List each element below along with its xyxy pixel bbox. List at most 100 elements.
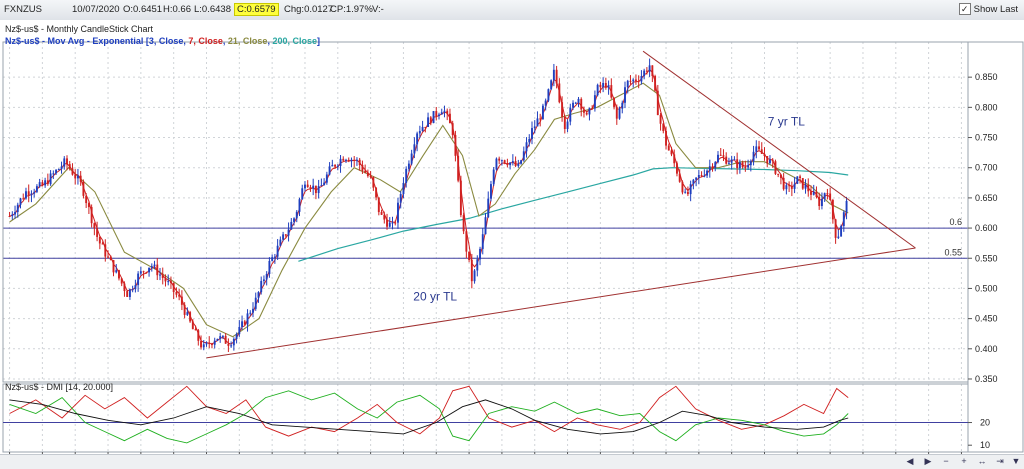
candle-body (11, 214, 14, 217)
candle-body (295, 211, 298, 219)
candle-body (405, 168, 408, 183)
legend-suffix: ] (317, 36, 320, 46)
candle-body (90, 207, 93, 224)
candle-body (681, 181, 684, 193)
candle-body (574, 102, 577, 104)
candle-body (626, 80, 629, 88)
candle-body (71, 168, 74, 175)
legend-separator: , (267, 36, 272, 46)
candle-body (342, 158, 345, 161)
candle-body (566, 121, 569, 129)
candle-body (241, 321, 244, 327)
candle-body (309, 187, 312, 189)
candle-body (60, 166, 63, 170)
candle-body (429, 117, 432, 124)
candle-body (544, 100, 547, 106)
zoom-out-icon[interactable]: − (943, 456, 949, 466)
candle-body (815, 191, 818, 197)
candle-body (697, 175, 700, 178)
candle-body (418, 130, 421, 134)
level-label: 0.6 (949, 217, 962, 227)
candle-body (383, 214, 386, 220)
show-last-toggle[interactable]: ✓ Show Last (958, 3, 1018, 15)
candle-body (462, 215, 465, 232)
candle-body (183, 304, 186, 315)
y-tick-label: 0.350 (975, 374, 998, 384)
candle-body (656, 90, 659, 116)
candle-body (662, 123, 665, 132)
candle-body (465, 231, 468, 252)
candle-body (399, 194, 402, 203)
candle-body (304, 184, 306, 189)
candle-body (254, 297, 257, 309)
candle-body (328, 166, 331, 175)
candle-body (583, 109, 585, 113)
candle-body (235, 334, 238, 339)
candle-body (191, 321, 194, 330)
candle-body (221, 335, 224, 337)
candle-body (397, 202, 399, 223)
candle-body (580, 98, 583, 110)
candle-body (645, 70, 648, 72)
price-axis-frame (967, 41, 1024, 453)
candle-body (279, 239, 282, 246)
candle-body (55, 169, 58, 174)
candle-body (607, 85, 610, 88)
zoom-in-icon[interactable]: + (961, 456, 967, 466)
candle-body (252, 308, 254, 313)
candle-body (448, 113, 451, 124)
scroll-end-icon[interactable]: ⇥ (996, 456, 1004, 466)
legend-item: 200, Close (272, 36, 317, 46)
candle-body (76, 175, 79, 179)
candle-body (651, 65, 654, 77)
candle-body (211, 344, 213, 346)
candle-body (148, 267, 151, 273)
candle-body (692, 179, 695, 185)
candle-body (156, 264, 159, 276)
y-tick-label: 0.850 (975, 72, 998, 82)
candle-body (749, 161, 752, 166)
candle-body (602, 83, 605, 88)
legend-item: 21, Close (228, 36, 268, 46)
candle-body (339, 158, 342, 166)
candle-body (744, 167, 747, 169)
dmi-series-line (9, 385, 849, 437)
scroll-down-icon[interactable]: ▼ (1011, 456, 1021, 466)
candle-body (320, 185, 323, 187)
candle-body (249, 312, 252, 314)
fit-icon[interactable]: ↔ (977, 456, 987, 466)
candle-body (479, 248, 481, 260)
candle-body (347, 159, 350, 162)
candle-body (533, 126, 536, 129)
candle-body (826, 193, 829, 195)
candle-body (520, 160, 523, 164)
trendline (642, 50, 916, 249)
candle-body (476, 259, 479, 271)
candle-body (150, 266, 153, 268)
scroll-right-icon[interactable]: ▶ (924, 456, 932, 466)
candle-body (615, 106, 618, 119)
legend-prefix: Nz$-us$ - Mov Avg - Exponential [ (5, 36, 149, 46)
candle-body (287, 229, 290, 236)
dmi-y-tick-label: 10 (980, 440, 990, 450)
y-tick-label: 0.650 (975, 193, 998, 203)
candle-body (336, 165, 339, 167)
scroll-left-icon[interactable]: ◀ (906, 456, 914, 466)
checkbox-icon[interactable]: ✓ (958, 3, 971, 15)
candle-body (416, 133, 419, 145)
candle-body (555, 69, 558, 84)
candle-body (8, 216, 11, 217)
candle-body (706, 170, 709, 176)
candle-body (569, 107, 572, 122)
candle-body (834, 219, 837, 238)
toolbar: FXNZUS 10/07/2020 O:0.6451 H:0.66 L:0.64… (0, 0, 1024, 21)
candle-body (424, 126, 427, 128)
dmi-series-line (9, 399, 849, 435)
candle-body (457, 155, 460, 181)
candle-body (550, 80, 553, 90)
candle-body (194, 329, 197, 331)
candle-body (98, 236, 101, 244)
candle-body (180, 296, 183, 305)
candle-body (637, 80, 640, 82)
trendline-label: 7 yr TL (768, 114, 805, 128)
